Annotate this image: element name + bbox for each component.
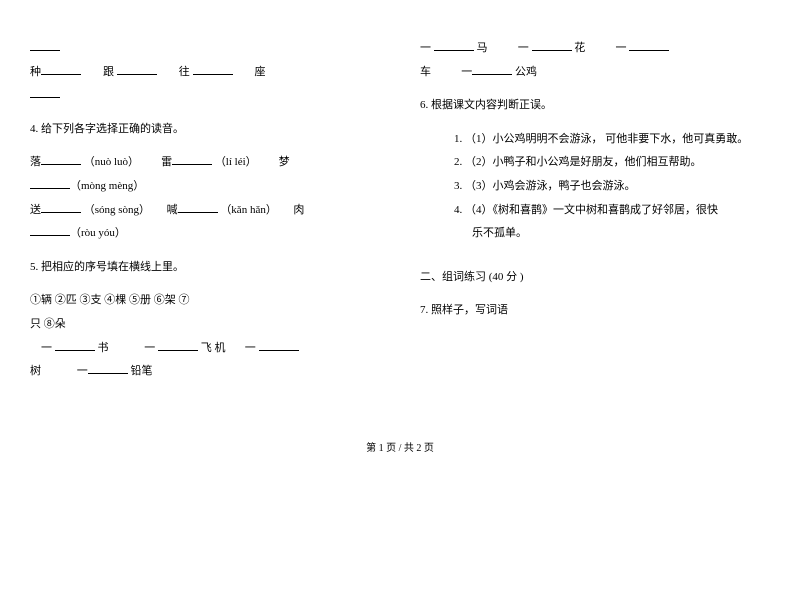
q5-w21: 树 [30,365,41,377]
w2: 跟 [103,66,114,78]
q6-i4a: 4. （4）《树和喜鹊》一文中树和喜鹊成了好邻居，很快 [420,202,770,220]
q6-i3: 3. （3）小鸡会游泳，鸭子也会游泳。 [420,178,770,196]
q5-opts1: ①辆 ②匹 ③支 ④棵 ⑤册 ⑥架 ⑦ [30,292,380,310]
q4-p21: （sóng sòng） [84,204,150,216]
q5-w1: 书 [98,342,109,354]
q5-pre22: 一 [77,365,88,377]
q6-i2: 2. （2）小鸭子和小公鸡是好朋友，他们相互帮助。 [420,154,770,172]
r-pre1: 一 [420,42,431,54]
w3: 往 [179,66,190,78]
right-row2: 车 一 公鸡 [420,64,770,82]
q5-w2: 飞 机 [201,342,226,354]
blank-line-2 [30,87,380,105]
q4-p1b: （mòng mèng） [70,180,144,192]
q4-c3: 梦 [279,156,290,168]
blank-line [30,40,380,58]
r-pre22: 一 [461,66,472,78]
q4-c23: 肉 [293,204,304,216]
q4-row1b: （mòng mèng） [30,178,380,196]
q4-p2: （lí léi） [215,156,257,168]
q5-pre1: 一 [41,342,52,354]
page-footer: 第 1 页 / 共 2 页 [0,439,800,454]
q4-p2b: （ròu yóu） [70,227,126,239]
q6-i1: 1. （1）小公鸡明明不会游泳， 可他非要下水，他可真勇敢。 [420,131,770,149]
q4-row1: 落 （nuò luò） 雷 （lí léi） 梦 [30,154,380,172]
r-w21: 车 [420,66,431,78]
q5-pre3: 一 [245,342,256,354]
right-row1: 一 马 一 花 一 [420,40,770,58]
r-w2: 花 [574,42,585,54]
q5-title: 5. 把相应的序号填在横线上里。 [30,259,380,277]
q4-p1: （nuò luò） [84,156,139,168]
q7-title: 7. 照样子，写词语 [420,302,770,320]
section2-title: 二、组词练习 (40 分 ) [420,269,770,287]
word-row-1: 种 跟 往 座 [30,64,380,82]
w4: 座 [255,66,266,78]
q5-w22: 铅笔 [131,365,153,377]
q4-row2: 送 （sóng sòng） 喊 （kǎn hǎn） 肉 [30,202,380,220]
q5-row2: 树 一 铅笔 [30,363,380,381]
left-column: 种 跟 往 座 4. 给下列各字选择正确的读音。 落 （nuò luò） 雷 （… [30,40,380,387]
q4-title: 4. 给下列各字选择正确的读音。 [30,121,380,139]
q4-c21: 送 [30,204,41,216]
right-column: 一 马 一 花 一 车 一 公鸡 6. 根据课文内容判断正误。 1. （1）小公… [420,40,770,387]
q5-row1: 一 书 一 飞 机 一 [30,340,380,358]
q5-opts2: 只 ⑧朵 [30,316,380,334]
q6-title: 6. 根据课文内容判断正误。 [420,97,770,115]
q6-i4b: 乐不孤单。 [420,225,770,243]
q4-p22: （kǎn hǎn） [220,204,277,216]
w1: 种 [30,66,41,78]
q4-c1: 落 [30,156,41,168]
r-pre2: 一 [518,42,529,54]
q5-pre2: 一 [144,342,155,354]
r-w1: 马 [477,42,488,54]
r-pre3: 一 [616,42,627,54]
q4-c2: 雷 [161,156,172,168]
r-w22: 公鸡 [515,66,537,78]
q4-c22: 喊 [167,204,178,216]
q4-row2b: （ròu yóu） [30,225,380,243]
